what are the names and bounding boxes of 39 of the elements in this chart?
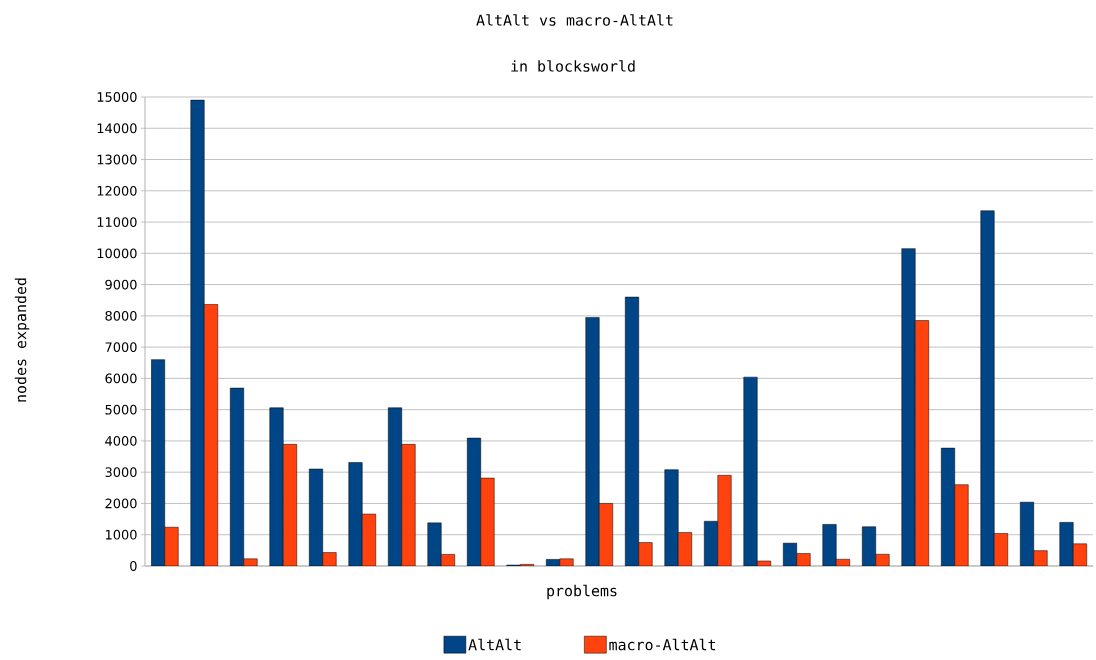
bar — [901, 248, 916, 566]
y-tick-label: 7000 — [105, 342, 137, 353]
bar — [269, 407, 284, 566]
bar — [585, 317, 600, 566]
y-tick-label: 11000 — [97, 217, 137, 227]
x-axis-title: problems — [547, 584, 617, 600]
bar — [164, 526, 179, 566]
bar — [717, 475, 732, 566]
y-tick-label: 15000 — [97, 92, 137, 102]
bar — [664, 469, 679, 566]
chart-title: AltAlt vs macro-AltAlt — [476, 14, 673, 26]
bar — [348, 462, 363, 566]
y-tick-label: 4000 — [105, 436, 137, 446]
legend-label: AltAlt — [468, 638, 521, 651]
bar — [190, 99, 205, 566]
chart-subtitle: in blocksworld — [511, 60, 635, 72]
bar — [980, 210, 995, 566]
y-tick-label: 14000 — [97, 123, 137, 134]
bar — [743, 376, 758, 566]
bar — [822, 524, 837, 566]
legend-label: macro-AltAlt — [609, 638, 716, 651]
y-tick-label: 12000 — [97, 185, 137, 196]
y-tick-label: 8000 — [105, 310, 137, 321]
y-tick-label: 13000 — [97, 154, 137, 165]
y-tick-label: 2000 — [105, 498, 137, 509]
bar — [638, 542, 653, 566]
y-tick-label: 5000 — [105, 404, 137, 415]
bar — [480, 477, 495, 566]
y-tick-label: 0 — [130, 561, 137, 571]
y-tick-label: 1000 — [105, 529, 137, 540]
bar — [401, 444, 416, 566]
y-axis-title: nodes expanded — [14, 278, 30, 402]
bar — [427, 522, 442, 566]
bar — [954, 484, 969, 566]
y-tick-label: 10000 — [97, 248, 137, 259]
bar — [1059, 522, 1074, 566]
y-tick-label: 3000 — [105, 467, 137, 478]
y-tick-label: 6000 — [105, 373, 137, 384]
y-tick-label: 9000 — [105, 279, 137, 290]
